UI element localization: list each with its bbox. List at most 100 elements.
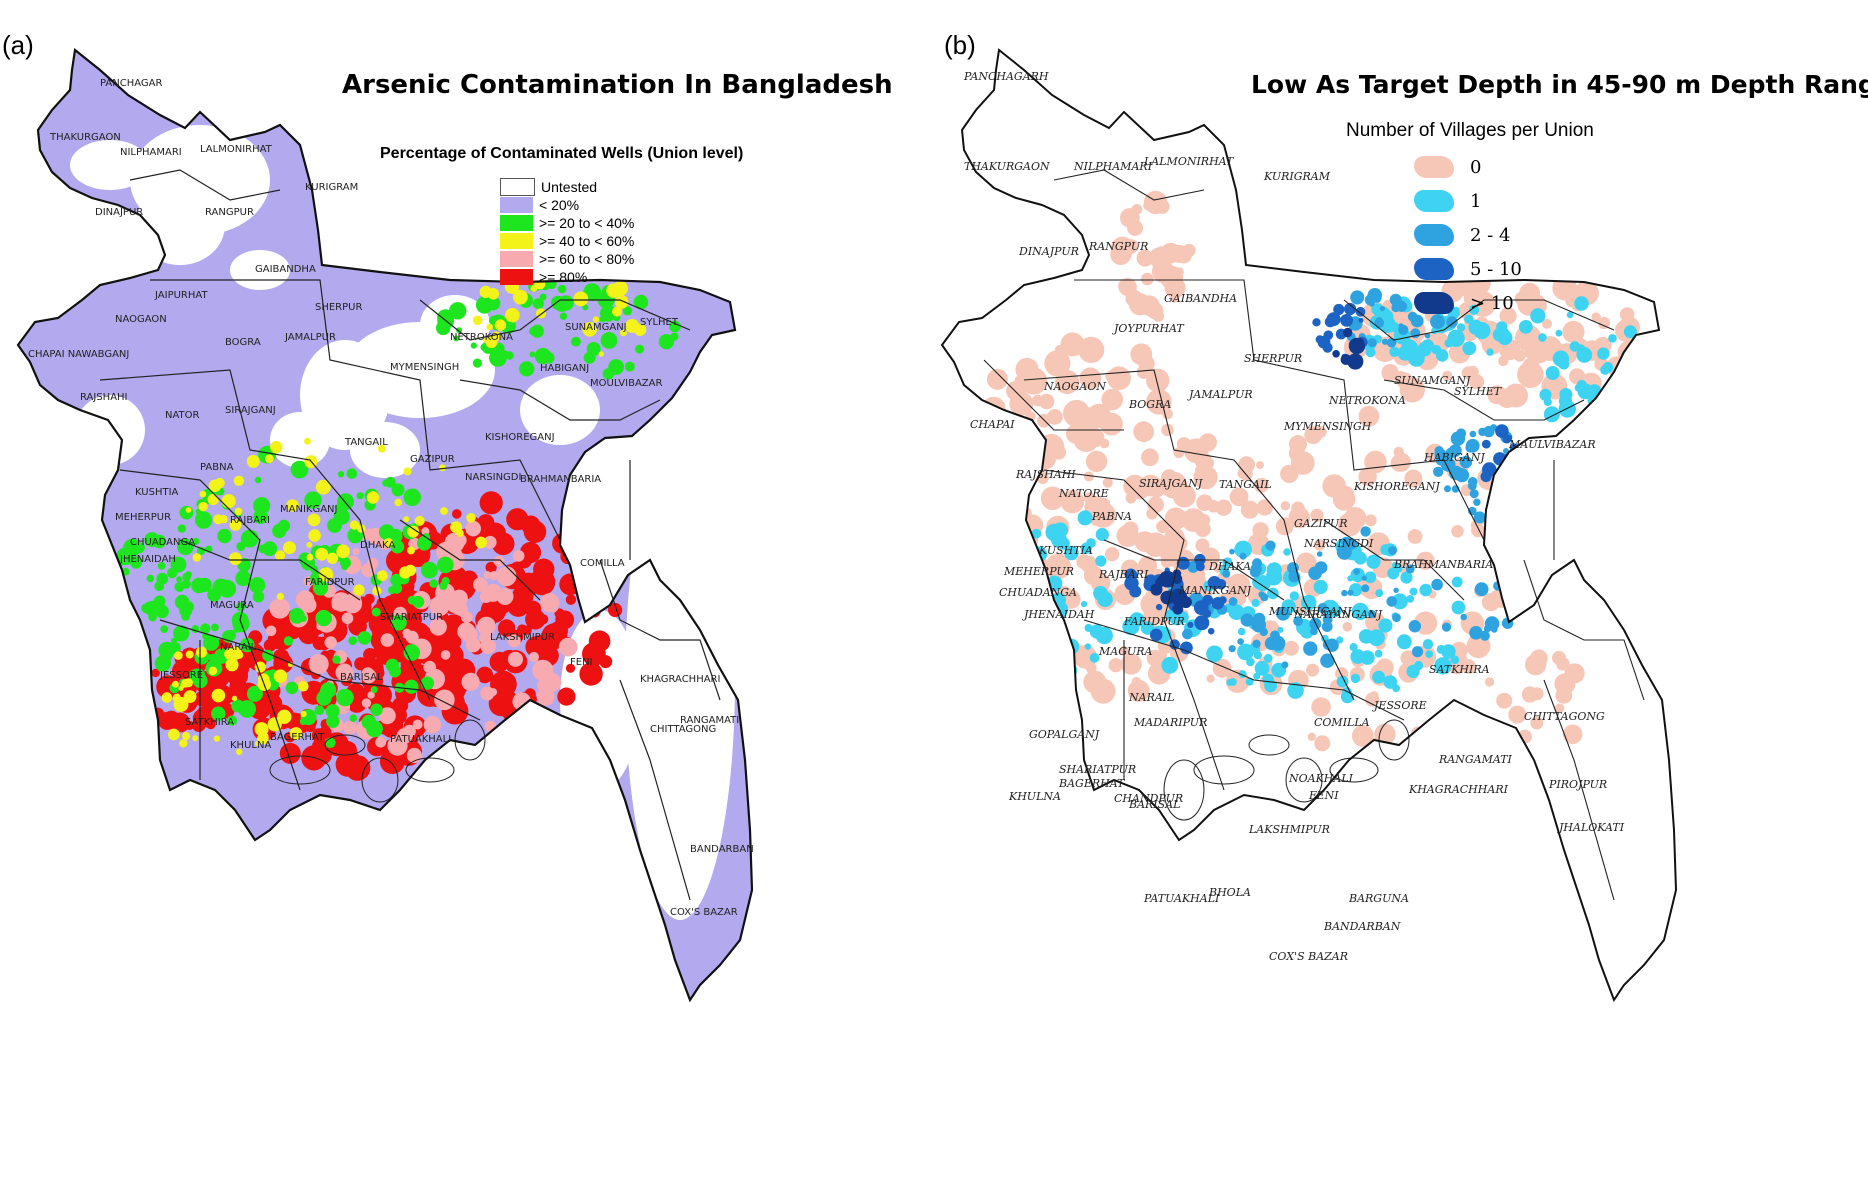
villages-2-4 — [1444, 485, 1451, 493]
contamination-60-80 — [536, 687, 555, 706]
contamination-20-40 — [304, 491, 322, 509]
contamination-20-40 — [164, 652, 173, 661]
contamination-60-80 — [365, 528, 373, 536]
villages-1 — [1555, 329, 1563, 337]
contamination-20-40 — [211, 623, 219, 632]
villages-5-10 — [1358, 317, 1364, 323]
villages-0 — [1146, 368, 1170, 392]
villages-1 — [1425, 650, 1434, 658]
villages-0 — [1495, 726, 1519, 749]
contamination-20-40 — [529, 327, 538, 336]
contamination-80-plus — [375, 689, 386, 699]
contamination-40-60 — [254, 722, 269, 737]
contamination-40-60 — [207, 493, 219, 506]
district-label: MUNSHIGANJ — [1268, 605, 1352, 618]
contamination-20-40 — [453, 335, 460, 342]
villages-2-4 — [1407, 311, 1418, 322]
contamination-40-60 — [407, 546, 415, 555]
contamination-20-40 — [370, 686, 378, 694]
villages-10-plus — [1343, 327, 1353, 338]
contamination-40-60 — [399, 566, 412, 579]
district-label: DINAJPUR — [95, 207, 143, 218]
villages-2-4 — [1473, 498, 1481, 506]
contamination-80-plus — [560, 526, 583, 549]
contamination-40-60 — [494, 319, 507, 331]
contamination-80-plus — [489, 651, 510, 673]
delta-island — [1163, 759, 1205, 821]
villages-0 — [1256, 461, 1264, 470]
villages-2-4 — [1511, 451, 1525, 464]
contamination-80-plus — [582, 642, 606, 666]
contamination-20-40 — [571, 336, 581, 347]
villages-0 — [1496, 692, 1513, 709]
contamination-40-60 — [229, 519, 242, 531]
contamination-20-40 — [325, 737, 336, 748]
panel-a-label: (a) — [2, 30, 34, 60]
villages-0 — [1517, 361, 1544, 389]
district-label: SYLHET — [1454, 385, 1503, 398]
contamination-20-40 — [519, 361, 535, 377]
villages-2-4 — [1501, 464, 1515, 478]
villages-0 — [957, 590, 977, 610]
villages-2-4 — [1469, 489, 1479, 499]
contamination-60-80 — [378, 707, 396, 725]
contamination-20-40 — [252, 590, 265, 603]
contamination-60-80 — [507, 651, 523, 667]
contamination-80-plus — [569, 529, 596, 557]
contamination-20-40 — [336, 688, 354, 707]
district-label: COX'S BAZAR — [1269, 950, 1348, 963]
district-label: DHAKA — [360, 540, 395, 551]
villages-2-4 — [1473, 511, 1486, 524]
contamination-20-40 — [478, 302, 485, 310]
villages-5-10 — [1194, 615, 1210, 631]
villages-0 — [1028, 443, 1040, 455]
villages-1 — [1351, 602, 1369, 621]
contamination-40-60 — [472, 315, 483, 326]
district-label: NATOR — [165, 410, 200, 421]
villages-0 — [957, 462, 976, 481]
villages-0 — [1147, 496, 1164, 513]
panel-b-target-depth-map: PANCHAGARH THAKURGAON NILPHAMARI LALMONIRHA… — [934, 0, 1868, 1189]
contamination-40-60 — [221, 494, 236, 509]
villages-2-4 — [1182, 628, 1193, 640]
contamination-20-40 — [185, 571, 192, 578]
villages-0 — [1188, 571, 1206, 589]
villages-1 — [1245, 677, 1254, 686]
villages-0 — [1080, 555, 1098, 573]
contamination-40-60 — [366, 491, 380, 504]
contamination-40-60 — [614, 295, 629, 309]
district-label: RAJSHAHI — [1015, 468, 1076, 481]
contamination-20-40 — [348, 636, 358, 646]
district-label: BRAHMANBARIA — [520, 474, 601, 485]
villages-1 — [1206, 645, 1223, 663]
villages-1 — [1008, 627, 1020, 640]
villages-5-10 — [1511, 451, 1521, 462]
legend-b-swatch — [1414, 292, 1454, 314]
villages-1 — [1266, 562, 1282, 578]
district-label: PIROJPUR — [1548, 778, 1607, 791]
villages-2-4 — [1501, 497, 1508, 504]
contamination-80-plus — [512, 585, 534, 607]
villages-0 — [972, 555, 983, 566]
district-label: RANGPUR — [205, 207, 254, 218]
contamination-60-80 — [465, 520, 482, 537]
district-label: MYMENSINGH — [390, 362, 459, 373]
villages-2-4 — [1237, 638, 1244, 645]
contamination-20-40 — [197, 577, 212, 593]
villages-0 — [1020, 546, 1034, 560]
contamination-60-80 — [528, 651, 540, 663]
villages-0 — [1170, 293, 1180, 303]
villages-1 — [1372, 670, 1386, 684]
villages-0 — [1040, 486, 1065, 511]
villages-0 — [1484, 677, 1495, 687]
villages-0 — [1138, 555, 1157, 575]
contamination-20-40 — [203, 634, 220, 651]
legend-a-label: >= 40 to < 60% — [539, 233, 635, 249]
villages-2-4 — [1465, 443, 1475, 453]
contamination-20-40 — [170, 556, 187, 573]
district-label: CHAPAI NAWABGANJ — [28, 349, 129, 360]
legend-b: 0 1 2 - 4 5 - 10 > 10 — [1414, 150, 1522, 320]
contamination-20-40 — [160, 625, 169, 633]
villages-1 — [1396, 634, 1412, 650]
contamination-60-80 — [532, 659, 554, 681]
